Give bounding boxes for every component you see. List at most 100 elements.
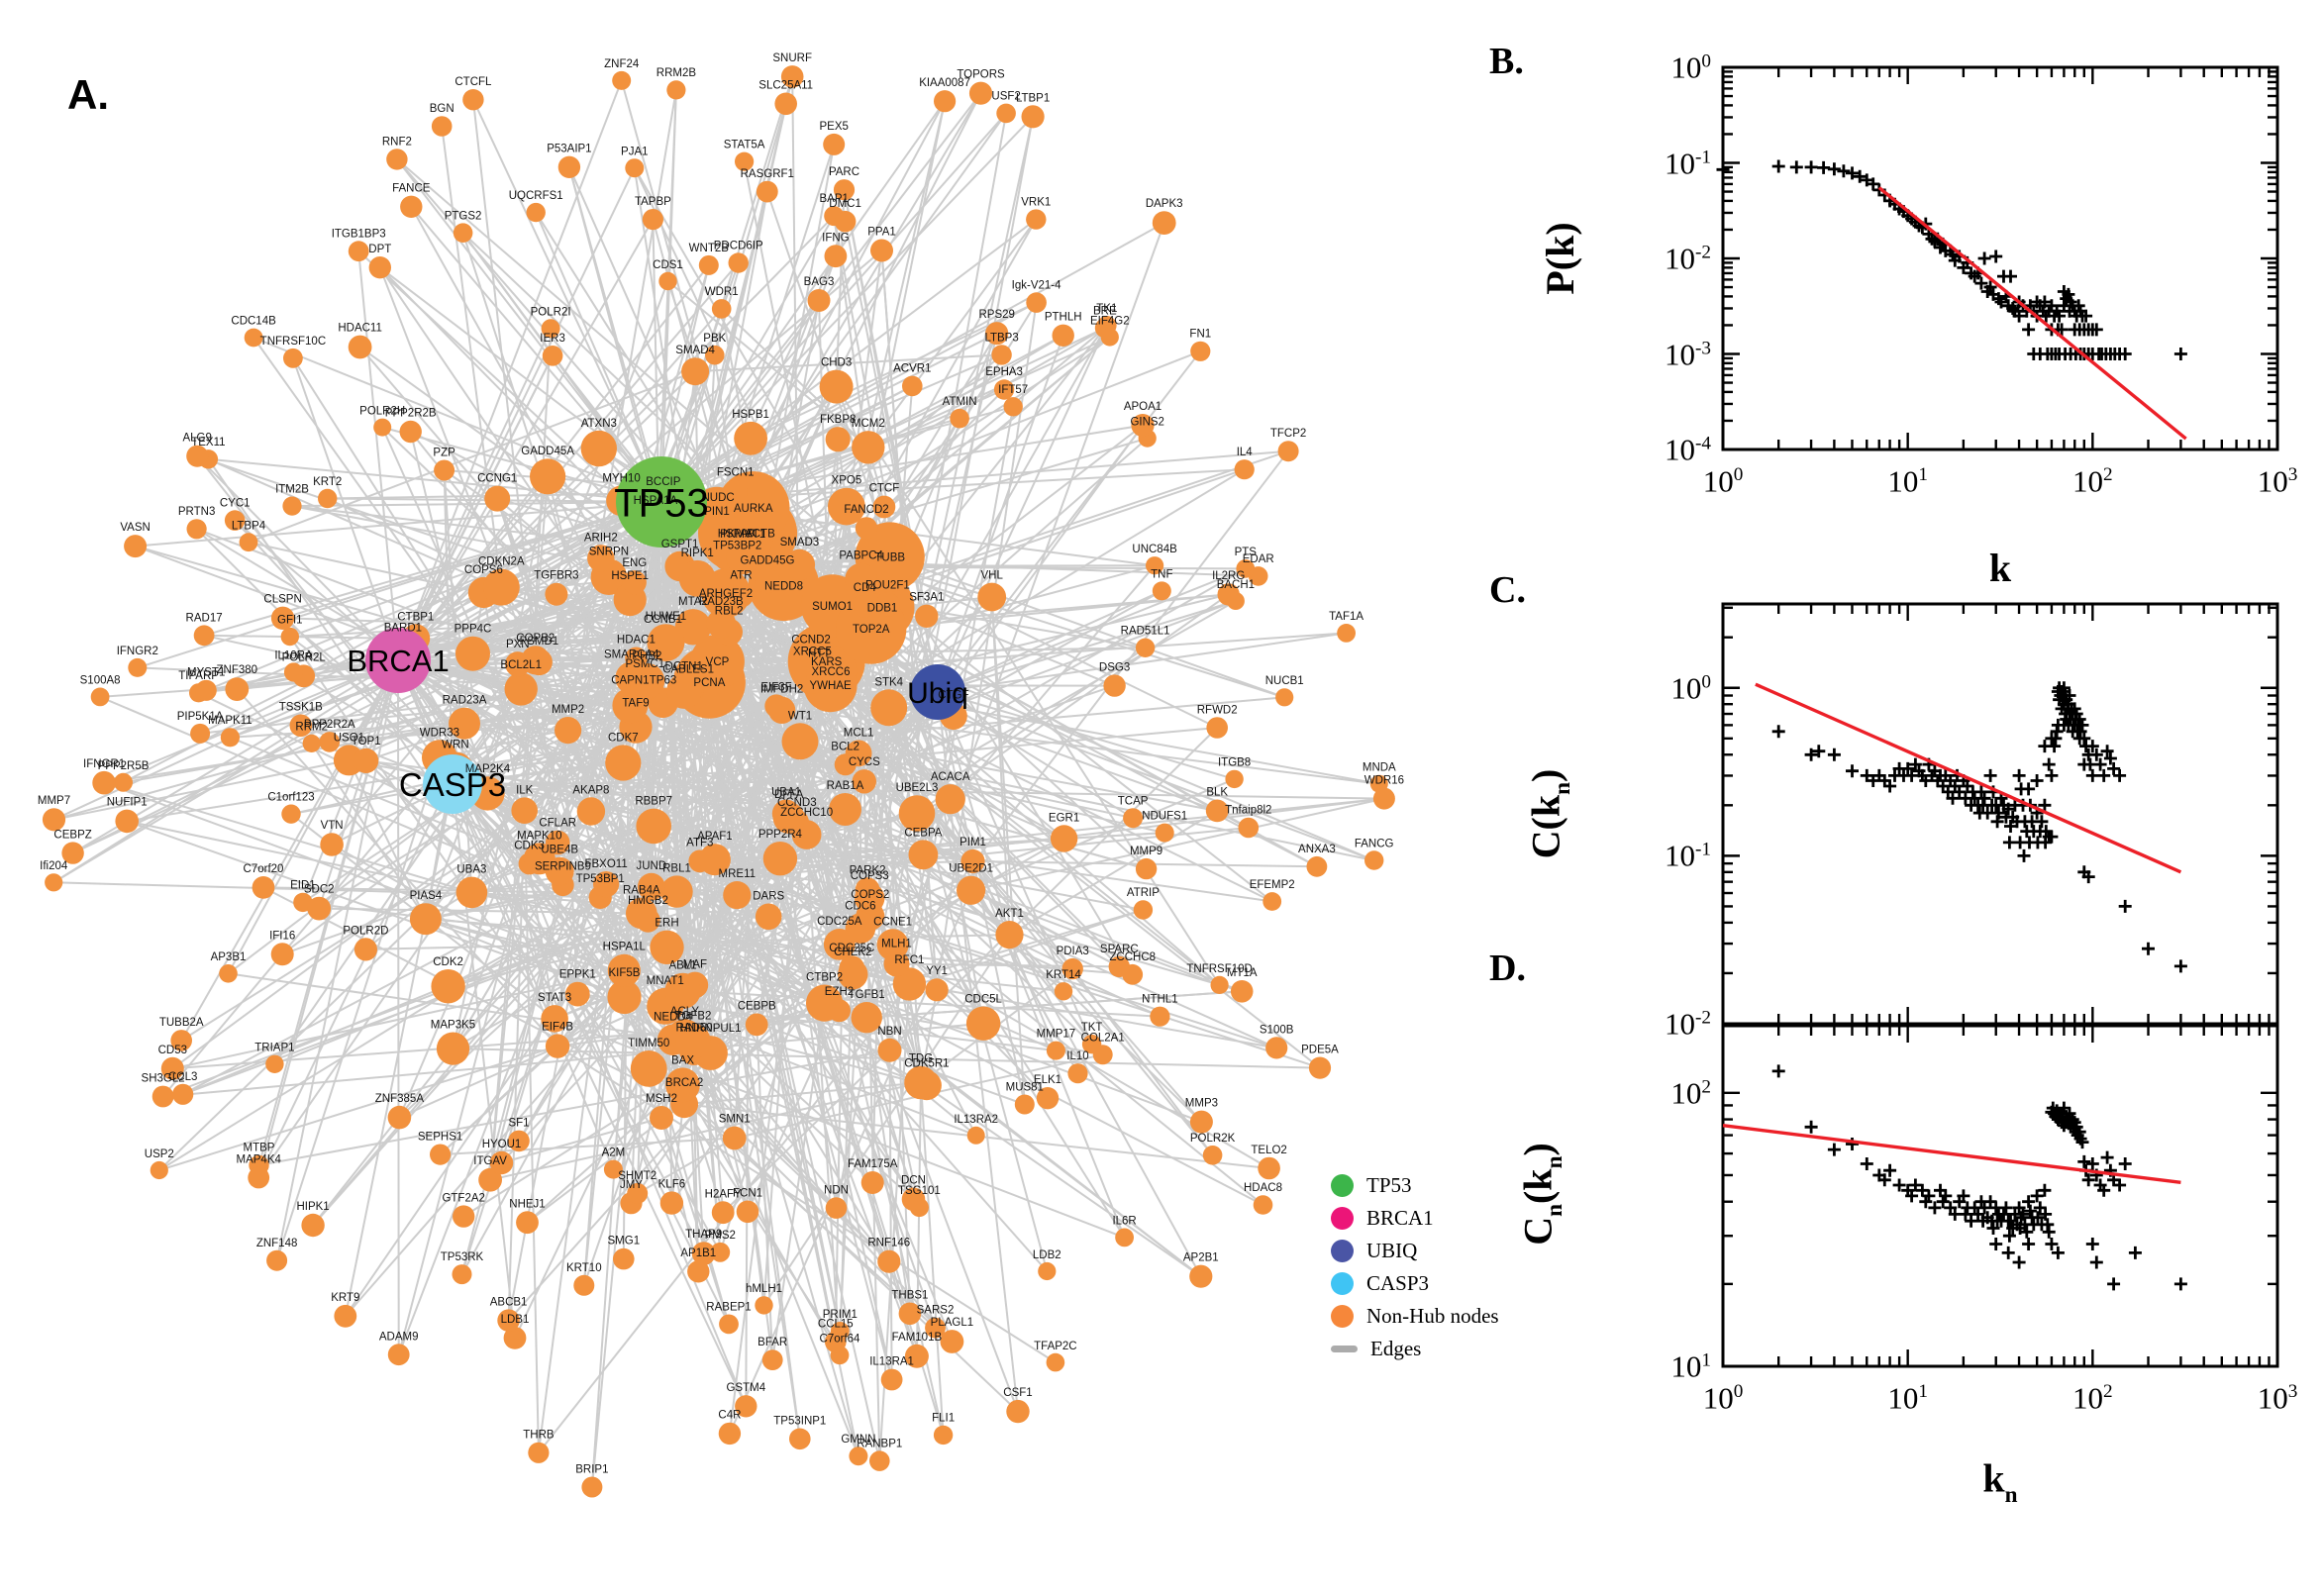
non-hub-node: [940, 1330, 964, 1353]
non-hub-node: [1210, 975, 1229, 995]
node-label: GADD45G: [741, 555, 795, 567]
non-hub-node: [904, 1344, 929, 1368]
node-label: MCL1: [844, 728, 874, 740]
node-label: EIF4G2: [1090, 315, 1130, 327]
non-hub-node: [1217, 583, 1240, 606]
node-label: WDR1: [705, 286, 739, 298]
non-hub-node: [977, 582, 1007, 612]
non-hub-node: [1306, 855, 1328, 877]
node-label: MTA2: [678, 596, 708, 608]
node-label: HYOU1: [482, 1139, 522, 1150]
node-label: ZNF148: [256, 1238, 298, 1249]
non-hub-node: [935, 784, 965, 815]
node-label: ENG: [622, 557, 647, 569]
non-hub-node: [642, 209, 664, 231]
node-label: EFEMP2: [1250, 879, 1295, 891]
node-label: MNDA: [1363, 762, 1396, 774]
non-hub-node: [1026, 209, 1047, 230]
legend-label: Non-Hub nodes: [1366, 1304, 1499, 1328]
node-label: BRCA2: [665, 1077, 703, 1089]
non-hub-node: [996, 103, 1016, 124]
hub-label-ubiq: Ubiq: [907, 677, 968, 710]
non-hub-node: [504, 672, 538, 706]
node-label: AP1B1: [680, 1247, 716, 1259]
node-label: TKT: [1081, 1022, 1103, 1034]
node-label: TUBB: [874, 552, 905, 564]
node-label: FKBP8: [820, 414, 856, 426]
non-hub-node: [302, 734, 321, 753]
node-label: CCNE1: [873, 916, 912, 928]
non-hub-node: [902, 375, 923, 397]
legend-item-edges: Edges: [1331, 1333, 1499, 1365]
non-hub-node: [545, 582, 568, 606]
non-hub-node: [455, 636, 490, 671]
node-label: FN1: [1189, 329, 1211, 341]
non-hub-node: [691, 1242, 716, 1265]
non-hub-node: [783, 549, 816, 581]
non-hub-node: [541, 1005, 568, 1033]
node-label: HDAC1: [617, 635, 656, 647]
y-tick-label: 100: [1670, 50, 1711, 85]
node-label: SH3GL2: [142, 1073, 185, 1085]
node-label: EDAR: [1243, 553, 1274, 565]
non-hub-node: [152, 1085, 174, 1108]
legend-label: UBIQ: [1366, 1239, 1418, 1262]
non-hub-node: [852, 431, 885, 464]
non-hub-node: [960, 848, 985, 874]
node-label: IL4: [1237, 447, 1254, 458]
node-label: ARIH2: [584, 532, 618, 544]
node-label: BLK: [1206, 787, 1228, 799]
node-label: C7orf64: [820, 1333, 861, 1345]
node-label: CD4: [854, 582, 877, 594]
node-label: RAB1A: [827, 780, 864, 792]
legend-item-nonhub: Non-Hub nodes: [1331, 1300, 1499, 1333]
node-label: RAD51L1: [1121, 626, 1170, 638]
non-hub-node: [985, 322, 1009, 346]
x-tick-label: 100: [1702, 1380, 1744, 1416]
node-label: PARC: [829, 166, 859, 178]
node-label: BACH1: [1217, 579, 1255, 591]
node-label: THRB: [523, 1430, 555, 1442]
node-label: FANCE: [392, 183, 431, 195]
node-label: ATF3: [686, 837, 713, 848]
node-label: TFCP2: [1270, 428, 1306, 440]
non-hub-node: [915, 604, 939, 628]
node-label: FLI1: [932, 1413, 955, 1425]
panel-d-label: D.: [1489, 948, 1526, 989]
node-label: CDKN2A: [478, 556, 525, 568]
node-label: CCL3: [168, 1071, 197, 1083]
node-label: AURKA: [734, 503, 773, 515]
non-hub-node: [834, 210, 857, 233]
node-label: UBA3: [456, 864, 486, 876]
hub-node-ubiq: [910, 664, 965, 720]
node-label: CTBP2: [806, 972, 843, 984]
hub-label-tp53: TP53: [614, 481, 709, 525]
non-hub-node: [607, 979, 642, 1015]
node-label: IFT57: [998, 384, 1028, 396]
non-hub-node: [320, 833, 344, 856]
chart-d: [1721, 1024, 2279, 1368]
node-label: KLF6: [658, 1179, 686, 1191]
node-label: RFC1: [894, 954, 924, 966]
hub-node-brca1: [365, 628, 431, 693]
node-label: Ifi204: [40, 860, 68, 872]
node-label: PRTN3: [178, 506, 216, 518]
node-label: WT1: [788, 710, 812, 722]
non-hub-node: [282, 496, 302, 516]
legend-label: CASP3: [1366, 1271, 1430, 1295]
non-hub-node: [265, 1054, 284, 1074]
node-label: POLR2K: [1190, 1133, 1236, 1145]
node-label: IL10RA: [274, 649, 313, 661]
node-label: PDCD6IP: [714, 240, 763, 251]
node-label: FANCG: [1355, 838, 1394, 849]
node-label: A2M: [602, 1147, 626, 1159]
node-label: MMP2: [552, 704, 584, 716]
node-label: S100B: [1260, 1024, 1294, 1036]
node-label: NHEJ1: [509, 1198, 545, 1210]
non-hub-node: [718, 1422, 742, 1446]
non-hub-node: [719, 1314, 739, 1335]
non-hub-node: [908, 840, 939, 870]
non-hub-node: [115, 809, 139, 834]
non-hub-node: [825, 1197, 848, 1219]
non-hub-node: [767, 696, 796, 724]
